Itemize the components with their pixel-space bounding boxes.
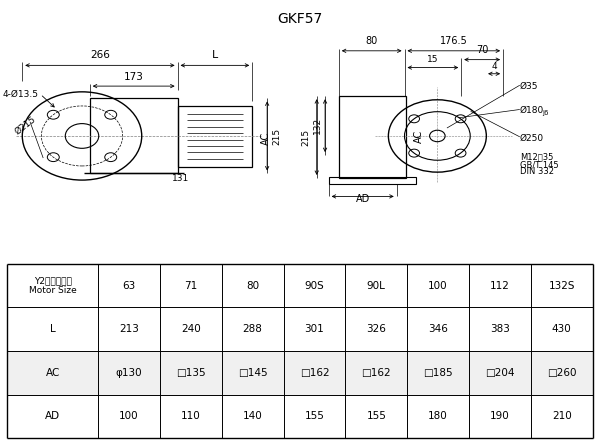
Text: 266: 266 (90, 50, 110, 60)
Bar (339, 96, 406, 178)
Text: □135: □135 (176, 368, 206, 378)
Text: 131: 131 (172, 174, 189, 183)
Text: 213: 213 (119, 324, 139, 334)
Bar (7, 351, 593, 395)
Text: 173: 173 (124, 71, 143, 82)
Text: Y2电机机座号
Motor Size: Y2电机机座号 Motor Size (29, 276, 77, 295)
Text: 80: 80 (365, 36, 378, 46)
Text: 132: 132 (313, 117, 322, 134)
Text: AC: AC (413, 129, 424, 143)
Text: 15: 15 (427, 55, 439, 64)
Text: GB/T 145: GB/T 145 (520, 160, 559, 169)
Text: 180: 180 (428, 412, 448, 421)
Text: □162: □162 (361, 368, 391, 378)
Text: 240: 240 (181, 324, 201, 334)
Text: 71: 71 (184, 281, 197, 291)
Text: 100: 100 (119, 412, 139, 421)
Text: Ø35: Ø35 (520, 82, 538, 91)
Text: 112: 112 (490, 281, 510, 291)
Text: 288: 288 (243, 324, 263, 334)
Text: □185: □185 (423, 368, 453, 378)
Text: 190: 190 (490, 412, 510, 421)
Text: 140: 140 (243, 412, 263, 421)
Text: □162: □162 (299, 368, 329, 378)
Text: 346: 346 (428, 324, 448, 334)
Text: AD: AD (45, 412, 61, 421)
Text: φ130: φ130 (116, 368, 142, 378)
Text: AD: AD (356, 194, 370, 204)
Text: 80: 80 (246, 281, 259, 291)
Text: 176.5: 176.5 (440, 36, 467, 46)
Text: 383: 383 (490, 324, 510, 334)
Text: 70: 70 (476, 45, 488, 55)
Text: 63: 63 (122, 281, 136, 291)
Text: □145: □145 (238, 368, 268, 378)
Bar (178, 106, 252, 167)
Text: L: L (50, 324, 56, 334)
Text: 132S: 132S (548, 281, 575, 291)
Text: 4: 4 (491, 62, 497, 71)
Bar (90, 99, 178, 174)
Text: M12淲35: M12淲35 (520, 152, 553, 161)
Text: 155: 155 (305, 412, 325, 421)
Bar (329, 177, 416, 185)
Text: 430: 430 (552, 324, 572, 334)
Text: 215: 215 (272, 127, 281, 145)
Text: Ø180: Ø180 (520, 106, 544, 115)
Text: AC: AC (46, 368, 60, 378)
Text: AC: AC (261, 131, 271, 145)
Text: 301: 301 (305, 324, 325, 334)
Text: □204: □204 (485, 368, 515, 378)
Text: 215: 215 (302, 128, 311, 146)
Text: 326: 326 (367, 324, 386, 334)
Text: 110: 110 (181, 412, 201, 421)
Text: j6: j6 (542, 111, 549, 116)
Text: L: L (212, 50, 218, 60)
Text: DIN 332: DIN 332 (520, 167, 554, 176)
Text: 155: 155 (367, 412, 386, 421)
Text: GKF57: GKF57 (277, 12, 323, 27)
Text: 90L: 90L (367, 281, 386, 291)
Text: 100: 100 (428, 281, 448, 291)
Text: 90S: 90S (305, 281, 325, 291)
Text: 210: 210 (552, 412, 572, 421)
Text: Ø250: Ø250 (520, 134, 544, 143)
Text: 4-Ø13.5: 4-Ø13.5 (2, 90, 38, 99)
Text: Ø215: Ø215 (13, 115, 38, 137)
Text: □260: □260 (547, 368, 577, 378)
